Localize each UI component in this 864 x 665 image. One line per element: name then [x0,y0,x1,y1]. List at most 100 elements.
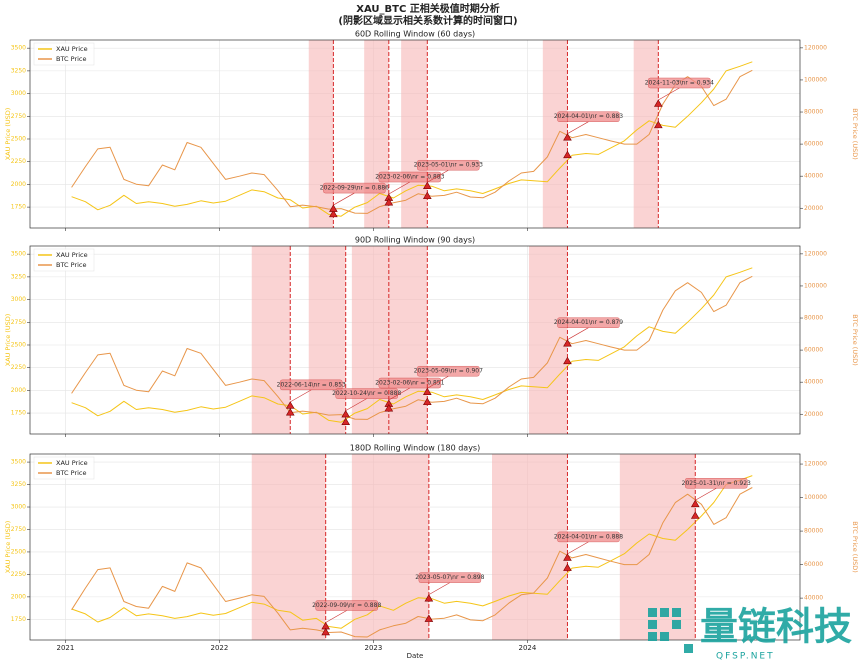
extreme-marker [424,594,434,602]
watermark-name: 量链科技 [700,605,852,649]
y2-tick-label: 40000 [804,379,823,386]
correlation-window [251,246,291,434]
annotation-connector [345,398,367,411]
panels: 60D Rolling Window (60 days) 1750 2000 2250… [4,30,859,661]
extreme-marker [329,209,338,218]
correlation-window [308,246,346,434]
plot-frame [29,39,801,229]
annotation-connector [567,327,589,340]
annotation-connector [388,181,410,195]
annotation-connector [388,387,410,401]
y2-tick-label: 20000 [804,411,823,418]
annotation-label: 2022-10-24\nr = 0.888 [332,390,401,397]
y-tick-label: 2250 [11,364,26,371]
annotation-box [280,379,343,391]
annotation-label: 2024-04-01\nr = 0.883 [554,113,623,120]
price-line [71,275,753,420]
annotation-label: 2024-11-03\nr = 0.934 [645,80,714,87]
extreme-marker [341,409,351,418]
correlation-window [364,40,389,228]
correlation-window [388,246,428,434]
correlation-window [251,454,326,640]
y-tick-label: 1750 [11,410,26,417]
annotation-box [557,531,620,543]
y2-tick-label: 120000 [804,44,827,51]
y2-tick-label: 20000 [804,205,823,212]
correlation-window [308,40,334,228]
y-tick-label: 2500 [11,135,26,142]
annotation-label: 2023-02-06\nr = 0.851 [375,380,444,387]
y-tick-label: 3500 [11,45,26,52]
y-tick-label: 3500 [11,459,26,466]
x-tick-label: 2021 [57,644,75,652]
plot-frame [29,245,801,435]
annotation-connector [290,389,312,403]
annotation-label: 2024-04-01\nr = 0.879 [554,319,623,326]
annotation-connector [428,582,451,595]
y-tick-label: 2000 [11,181,26,188]
correlation-window [633,40,659,228]
y-axis-label: XAU Price (USD) [4,521,12,574]
y2-tick-label: 100000 [804,282,827,289]
extreme-marker [653,120,663,129]
annotation-box [685,478,748,489]
panel-title: 90D Rolling Window (90 days) [355,236,475,245]
annotation-label: 2025-01-31\nr = 0.923 [682,480,751,487]
annotation-connector [567,121,589,134]
annotation-label: 2024-04-01\nr = 0.888 [554,533,623,540]
legend-label: BTC Price [56,55,87,63]
y2-axis-label: BTC Price (USD) [851,314,859,366]
x-tick-label: 2022 [211,644,229,652]
extreme-marker [341,417,351,425]
extreme-marker [563,150,572,159]
legend-label: BTC Price [56,261,87,269]
annotation-box [418,572,482,583]
x-tick-label: 2023 [365,644,383,652]
extreme-marker [690,499,700,508]
y-tick-label: 3000 [11,296,26,303]
y2-tick-label: 60000 [804,347,823,354]
y-tick-label: 3000 [11,90,26,97]
y2-tick-label: 40000 [804,595,823,602]
y-tick-label: 1750 [11,204,26,211]
annotation-connector [325,610,347,623]
legend-label: BTC Price [56,469,87,477]
y-tick-label: 2250 [11,571,26,578]
correlation-window [351,246,389,434]
extreme-marker [384,404,394,412]
subtitle: (阴影区域显示相关系数计算的时间窗口) [338,14,517,27]
correlation-window [542,40,568,228]
annotation-box [378,171,442,183]
extreme-marker [563,563,572,571]
extreme-marker [653,99,663,107]
extreme-marker [422,191,432,200]
y-tick-label: 3500 [11,251,26,258]
watermark-logo [648,608,693,653]
annotation-connector [695,488,717,501]
annotation-box [417,365,480,377]
y-tick-label: 2500 [11,548,26,555]
annotation-box [417,159,480,171]
y2-axis-label: BTC Price (USD) [851,521,859,573]
y2-tick-label: 40000 [804,173,823,180]
annotation-connector [427,169,449,183]
y2-tick-label: 60000 [804,561,823,568]
annotation-connector [333,192,355,206]
annotation-label: 2022-06-14\nr = 0.853 [277,381,346,388]
extreme-marker [563,133,572,141]
price-line [71,267,753,423]
y2-tick-label: 60000 [804,141,823,148]
annotation-box [378,377,442,389]
annotation-connector [427,375,449,389]
annotation-label: 2022-09-09\nr = 0.888 [312,602,381,609]
annotation-label: 2023-05-07\nr = 0.898 [415,574,484,581]
price-line [71,69,753,214]
y2-tick-label: 100000 [804,494,827,501]
y-tick-label: 3000 [11,504,26,511]
correlation-window [528,246,568,434]
extreme-marker [563,356,572,365]
watermark-site: QFSP.NET [716,652,775,662]
correlation-window [401,40,428,228]
extreme-marker [563,553,572,561]
legend-label: XAU Price [56,45,88,53]
